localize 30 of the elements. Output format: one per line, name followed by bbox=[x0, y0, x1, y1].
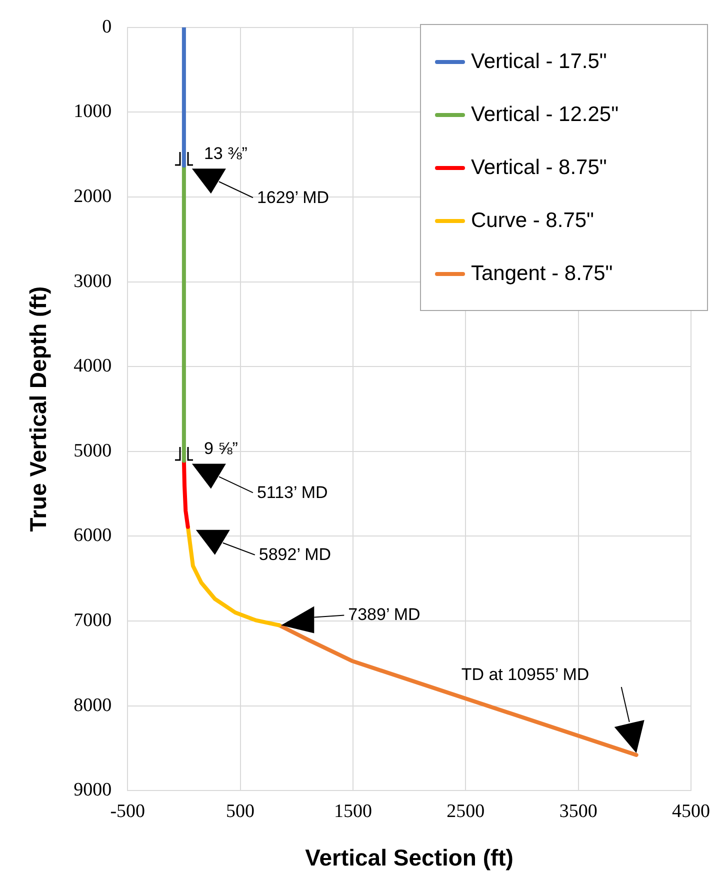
x-tick-label: 2500 bbox=[446, 800, 485, 822]
x-tick-label: 1500 bbox=[334, 800, 372, 822]
legend-label: Curve - 8.75" bbox=[471, 208, 594, 232]
y-tick-label: 8000 bbox=[74, 694, 112, 716]
x-tick-label: 3500 bbox=[559, 800, 598, 822]
annotation: 9 ⅝” bbox=[204, 438, 238, 459]
legend-label: Vertical - 17.5" bbox=[471, 50, 607, 74]
x-tick-label: 4500 bbox=[672, 800, 710, 822]
x-tick-label: 500 bbox=[226, 800, 255, 822]
x-axis-title: Vertical Section (ft) bbox=[305, 844, 514, 871]
annotation: 13 ⅜” bbox=[204, 144, 248, 164]
y-axis-title: True Vertical Depth (ft) bbox=[25, 286, 52, 532]
legend-label: Vertical - 8.75" bbox=[471, 156, 607, 180]
y-tick-label: 9000 bbox=[74, 780, 112, 801]
y-tick-label: 1000 bbox=[74, 101, 112, 122]
annotation: TD at 10955’ MD bbox=[461, 664, 590, 685]
annotation: 5113’ MD bbox=[256, 482, 328, 503]
y-tick-label: 4000 bbox=[74, 356, 112, 377]
y-tick-label: 6000 bbox=[74, 525, 112, 546]
legend-label: Tangent - 8.75" bbox=[471, 262, 613, 286]
y-tick-label: 2000 bbox=[74, 186, 112, 207]
legend-label: Vertical - 12.25" bbox=[471, 102, 619, 126]
y-tick-label: 3000 bbox=[74, 270, 112, 292]
y-tick-label: 5000 bbox=[74, 440, 112, 462]
annotation: 1629’ MD bbox=[256, 188, 330, 208]
y-tick-label: 7000 bbox=[74, 610, 112, 631]
y-tick-label: 0 bbox=[102, 16, 112, 38]
annotation: 5892’ MD bbox=[258, 544, 332, 565]
annotation: 7389’ MD bbox=[348, 605, 420, 626]
x-tick-label: -500 bbox=[110, 800, 146, 822]
